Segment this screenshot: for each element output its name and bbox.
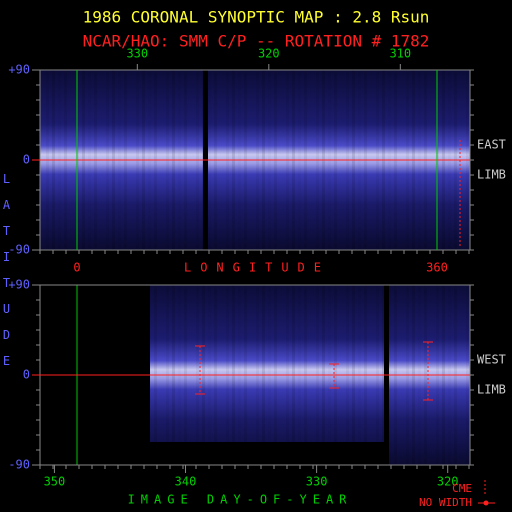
- legend-label: CME: [452, 482, 472, 495]
- x-tick-label: 330: [306, 475, 328, 489]
- x-axis-title: LONGITUDE: [184, 261, 330, 275]
- y-tick-label: +90: [8, 278, 30, 292]
- x-tick-label: 350: [44, 475, 66, 489]
- data-gap: [150, 442, 384, 465]
- x-tick-label: 0: [73, 261, 80, 275]
- side-label: WEST: [477, 353, 506, 367]
- subtitle: NCAR/HAO: SMM C/P -- ROTATION # 1782: [83, 32, 430, 51]
- side-label: LIMB: [477, 383, 506, 397]
- x-tick-label: 360: [426, 261, 448, 275]
- x-tick-label: 340: [175, 475, 197, 489]
- legend-label: NO WIDTH: [419, 496, 472, 509]
- y-tick-label: 0: [23, 153, 30, 167]
- y-tick-label: -90: [8, 458, 30, 472]
- y-tick-label: -90: [8, 243, 30, 257]
- x2-tick-label: 330: [126, 47, 148, 61]
- title: 1986 CORONAL SYNOPTIC MAP : 2.8 Rsun: [83, 8, 430, 27]
- x-axis-title: IMAGE DAY-OF-YEAR: [128, 493, 353, 507]
- side-label: LIMB: [477, 168, 506, 182]
- x-tick-label: 320: [437, 475, 459, 489]
- y-axis-title: LATITUDE: [0, 172, 14, 380]
- y-tick-label: 0: [23, 368, 30, 382]
- x2-tick-label: 320: [258, 47, 280, 61]
- x2-tick-label: 310: [389, 47, 411, 61]
- y-tick-label: +90: [8, 63, 30, 77]
- side-label: EAST: [477, 138, 506, 152]
